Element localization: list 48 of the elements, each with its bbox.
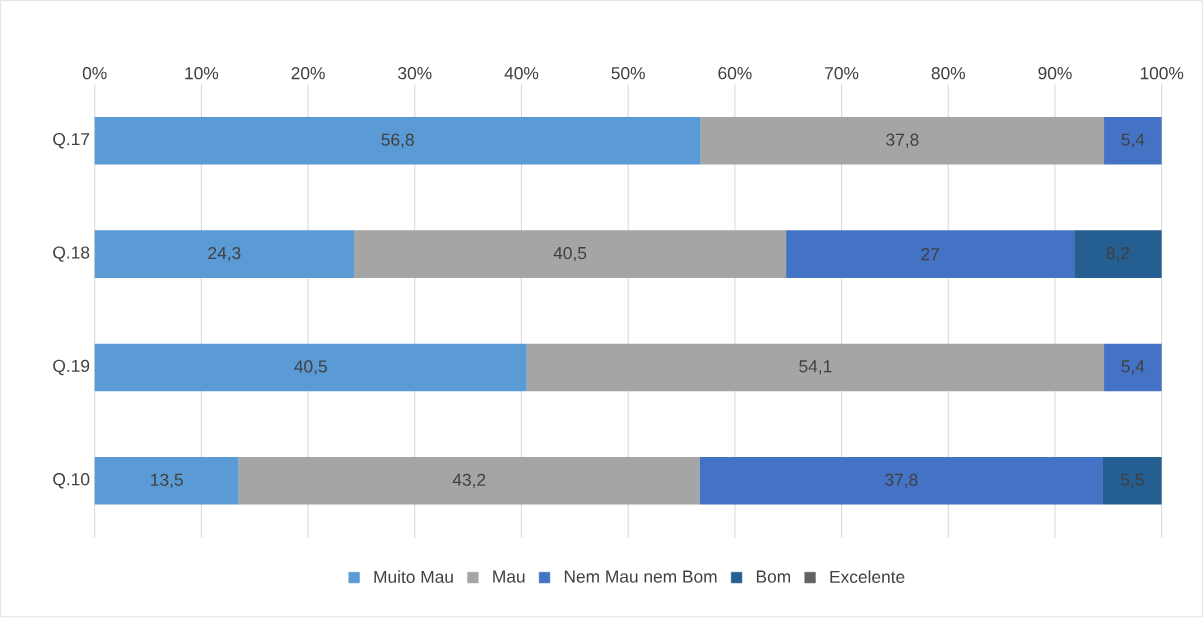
bar [353, 230, 787, 279]
bar [94, 457, 239, 505]
legend-label: Mau [493, 570, 525, 583]
data-label: 27 [921, 248, 939, 261]
bar [238, 457, 700, 505]
x-tick-label: 0% [82, 67, 107, 80]
data-label: 5,5 [1120, 473, 1144, 489]
data-label: 43,2 [452, 473, 486, 489]
bar [526, 343, 1105, 392]
x-tick-label: 100% [1140, 67, 1184, 80]
x-tick-label: 70% [825, 67, 859, 80]
x-tick-label: 60% [718, 67, 752, 80]
legend-label: Excelente [830, 570, 905, 584]
y-tick-label: Q.19 [53, 359, 90, 376]
data-label: 54,1 [799, 360, 832, 375]
y-tick-label: Q.17 [53, 133, 90, 149]
x-tick-label: 90% [1038, 67, 1072, 80]
x-tick-label: 30% [398, 67, 432, 80]
data-label: 40,5 [294, 360, 327, 375]
x-tick-label: 50% [611, 67, 645, 80]
data-label: 5,4 [1121, 133, 1145, 149]
x-tick-label: 20% [291, 67, 325, 80]
legend-label: Muito Mau [374, 570, 453, 584]
data-label: 8,2 [1106, 247, 1130, 262]
bar [1104, 343, 1162, 392]
legend-label: Bom [756, 570, 791, 583]
data-label: 24,3 [208, 247, 241, 262]
data-label: 56,8 [381, 133, 414, 149]
y-tick-label: Q.18 [53, 246, 90, 263]
x-tick-label: 80% [931, 67, 966, 80]
bar [700, 117, 1105, 165]
legend-label: Nem Mau nem Bom [564, 570, 717, 583]
x-tick-label: 10% [185, 67, 219, 80]
bar [1104, 117, 1162, 165]
bar [1074, 230, 1162, 279]
bar [786, 230, 1075, 279]
data-label: 37,8 [886, 133, 919, 149]
x-tick-label: 40% [504, 67, 539, 80]
data-label: 37,8 [885, 473, 918, 489]
y-tick-label: Q.10 [53, 473, 90, 489]
bar [94, 230, 354, 279]
bar [94, 117, 701, 165]
data-label: 5,4 [1121, 360, 1145, 375]
data-label: 13,5 [151, 473, 183, 489]
bar [1102, 457, 1162, 505]
data-label: 40,5 [553, 247, 587, 262]
bar [94, 343, 527, 392]
bar [699, 457, 1103, 505]
